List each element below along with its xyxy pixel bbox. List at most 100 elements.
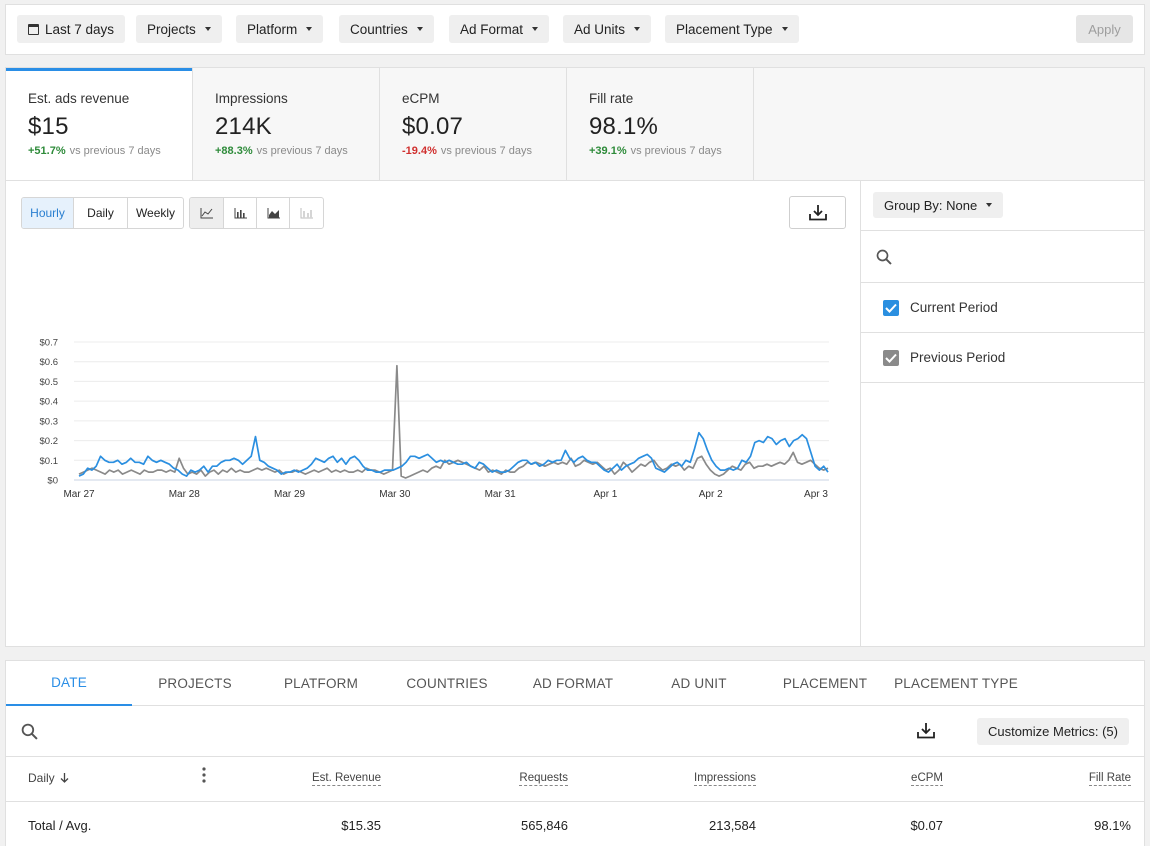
download-icon: [808, 205, 827, 221]
ad-units-filter[interactable]: Ad Units: [563, 15, 652, 43]
kpi-delta: +39.1%: [589, 145, 627, 157]
y-tick-label: $0: [47, 476, 58, 487]
column-header-fill-rate[interactable]: Fill Rate: [1088, 772, 1131, 786]
date-range-button[interactable]: Last 7 days: [17, 15, 126, 43]
x-tick-label: Mar 31: [485, 489, 517, 500]
column-menu-icon[interactable]: [202, 767, 206, 783]
previous-period-line: [78, 364, 829, 479]
caret-down-icon: [306, 27, 313, 31]
total-ecpm: $0.07: [910, 818, 943, 833]
y-tick-label: $0.2: [40, 436, 59, 447]
checkbox-checked-icon[interactable]: [883, 299, 899, 316]
search-icon[interactable]: [21, 723, 38, 740]
column-header-revenue[interactable]: Est. Revenue: [311, 772, 381, 786]
revenue-line-chart: $0 $0.1 $0.2 $0.3 $0.4 $0.5 $0.6 $0.7 Mar 27 Mar …: [40, 338, 829, 500]
kpi-compare: vs previous 7 days: [630, 145, 722, 157]
kpi-delta: +51.7%: [28, 145, 66, 157]
hourly-button[interactable]: Hourly: [22, 198, 74, 228]
x-tick-label: Apr 1: [593, 489, 617, 500]
breakdown-tabs: DATE PROJECTS PLATFORM COUNTRIES AD FORM…: [6, 661, 1144, 706]
kpi-compare: vs previous 7 days: [256, 145, 348, 157]
total-requests: 565,846: [521, 818, 568, 833]
x-tick-label: Apr 2: [699, 489, 723, 500]
tab-placement-type[interactable]: PLACEMENT TYPE: [894, 676, 1018, 691]
chart-type-toggle: [189, 197, 324, 229]
y-tick-label: $0.6: [40, 357, 59, 368]
filter-label: Ad Format: [460, 21, 524, 37]
checkbox-checked-icon[interactable]: [883, 349, 899, 366]
countries-filter[interactable]: Countries: [339, 15, 434, 43]
table-toolbar: Customize Metrics: (5): [6, 706, 1144, 757]
y-tick-label: $0.7: [40, 338, 59, 349]
kpi-value: $0.07: [402, 113, 464, 140]
apply-button[interactable]: Apply: [1076, 15, 1133, 43]
filter-label: Platform: [247, 21, 298, 37]
current-period-line: [78, 431, 829, 477]
kpi-card-ecpm[interactable]: eCPM $0.07 -19.4% vs previous 7 days: [380, 68, 567, 180]
caret-down-icon: [416, 27, 423, 31]
placement-type-filter[interactable]: Placement Type: [665, 15, 799, 43]
filter-label: Countries: [350, 21, 408, 37]
y-tick-label: $0.1: [40, 456, 59, 467]
weekly-button[interactable]: Weekly: [135, 206, 176, 220]
kpi-card-revenue[interactable]: Est. ads revenue $15 +51.7% vs previous 7…: [6, 68, 193, 180]
x-tick-label: Mar 30: [379, 489, 411, 500]
tab-countries[interactable]: COUNTRIES: [406, 676, 488, 691]
legend-label: Current Period: [910, 300, 998, 315]
kpi-delta: +88.3%: [215, 145, 253, 157]
area-chart-icon[interactable]: [257, 198, 290, 228]
total-fill-rate: 98.1%: [1094, 818, 1131, 833]
caret-down-icon: [204, 27, 211, 31]
customize-metrics-button[interactable]: Customize Metrics: (5): [976, 718, 1129, 745]
total-label: Total / Avg.: [28, 818, 92, 833]
kpi-label: eCPM: [402, 91, 440, 106]
legend-label: Previous Period: [910, 350, 1006, 365]
kpi-value: $15: [28, 113, 69, 140]
kpi-card-fill-rate[interactable]: Fill rate 98.1% +39.1% vs previous 7 days: [567, 68, 754, 180]
table-download-icon[interactable]: [917, 722, 935, 739]
kpi-card-impressions[interactable]: Impressions 214K +88.3% vs previous 7 day…: [193, 68, 380, 180]
total-revenue: $15.35: [341, 818, 381, 833]
stacked-bar-chart-icon: [290, 198, 323, 228]
caret-down-icon: [986, 203, 993, 207]
kpi-label: Fill rate: [589, 91, 634, 106]
y-tick-label: $0.3: [40, 416, 59, 427]
kpi-label: Est. ads revenue: [28, 91, 130, 106]
column-header-requests[interactable]: Requests: [519, 772, 568, 786]
legend-item-previous[interactable]: Previous Period: [861, 332, 1145, 383]
table-header: Daily Est. Revenue Requests Impressions …: [6, 757, 1144, 802]
sort-date-header[interactable]: Daily: [28, 771, 69, 785]
tab-ad-unit[interactable]: AD UNIT: [671, 676, 727, 691]
group-by-dropdown[interactable]: Group By: None: [873, 192, 1004, 218]
daily-button[interactable]: Daily: [74, 198, 128, 228]
tab-projects[interactable]: PROJECTS: [158, 676, 232, 691]
kpi-compare: vs previous 7 days: [440, 145, 532, 157]
x-tick-label: Mar 28: [169, 489, 201, 500]
tab-platform[interactable]: PLATFORM: [283, 676, 359, 691]
projects-filter[interactable]: Projects: [136, 15, 222, 43]
group-by-label: Group By: None: [884, 197, 978, 213]
kpi-compare: vs previous 7 days: [69, 145, 161, 157]
legend-search[interactable]: [861, 230, 1145, 282]
filter-label: Ad Units: [574, 21, 626, 37]
table-row-total: Total / Avg. $15.35 565,846 213,584 $0.0…: [6, 802, 1144, 846]
platform-filter[interactable]: Platform: [236, 15, 324, 43]
column-label: Daily: [28, 771, 55, 785]
filter-bar: Last 7 days Projects Platform Countries …: [5, 4, 1145, 55]
kpi-delta: -19.4%: [402, 145, 437, 157]
column-header-impressions[interactable]: Impressions: [694, 772, 756, 786]
column-header-ecpm[interactable]: eCPM: [911, 772, 943, 786]
kpi-value: 214K: [215, 113, 272, 140]
tab-date[interactable]: DATE: [6, 661, 132, 706]
bar-chart-icon[interactable]: [224, 198, 257, 228]
legend-item-current[interactable]: Current Period: [861, 282, 1145, 332]
ad-format-filter[interactable]: Ad Format: [449, 15, 550, 43]
filter-label: Placement Type: [676, 21, 773, 37]
tab-ad-format[interactable]: AD FORMAT: [532, 676, 614, 691]
x-tick-label: Apr 3: [804, 489, 828, 500]
chart-side-panel: Group By: None Current Period Previous P…: [860, 181, 1145, 647]
tab-placement[interactable]: PLACEMENT: [782, 676, 868, 691]
line-chart-icon[interactable]: [190, 198, 224, 228]
chart-download-button[interactable]: [789, 196, 846, 229]
kpi-value: 98.1%: [589, 113, 659, 140]
